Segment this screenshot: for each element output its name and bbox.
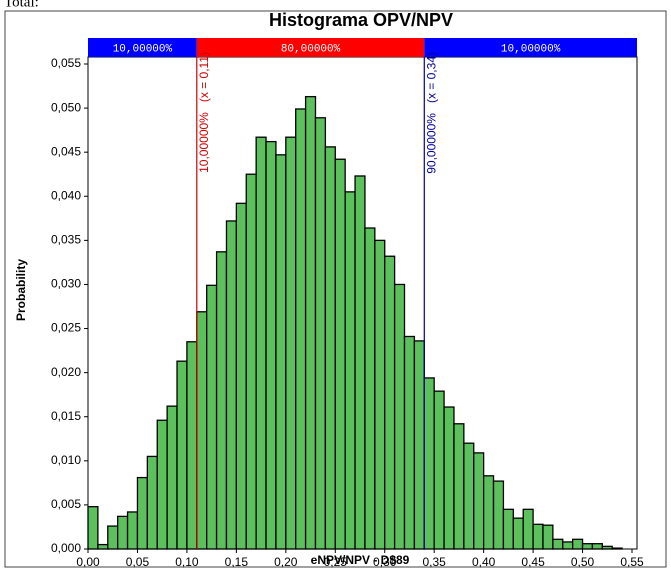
bar: [384, 255, 396, 550]
y-tick-label: 0,050: [51, 100, 81, 114]
bar: [215, 251, 228, 550]
x-tick-label: 0,20: [274, 555, 298, 568]
bar: [374, 239, 386, 550]
x-tick-label: 0,45: [521, 555, 545, 568]
band: [88, 38, 197, 57]
bar: [364, 227, 376, 550]
x-tick-label: 0,40: [472, 555, 496, 568]
bar: [393, 283, 406, 550]
bar: [463, 442, 475, 550]
y-tick-label: 0,020: [51, 365, 81, 379]
x-tick-label: 0,35: [423, 555, 447, 568]
x-tick-label: 0,10: [175, 555, 199, 568]
bar: [552, 538, 564, 550]
bar: [581, 543, 594, 550]
x-tick-label: 0,30: [373, 555, 397, 568]
y-tick-label: 0,025: [51, 321, 81, 335]
bar: [146, 455, 158, 550]
bar: [176, 360, 188, 550]
bar: [572, 538, 584, 550]
x-tick-label: 0,25: [324, 555, 348, 568]
bar: [522, 508, 534, 550]
header: Total:: [4, 0, 39, 10]
bar: [107, 525, 119, 550]
x-tick-label: 0,05: [126, 555, 150, 568]
bar: [453, 423, 465, 550]
marker-pct: 10,00000%: [197, 112, 211, 173]
bar: [126, 511, 139, 550]
bar: [413, 340, 425, 550]
bar: [255, 136, 267, 550]
bar: [117, 515, 129, 550]
bar: [186, 341, 198, 550]
bar: [542, 524, 554, 550]
bar: [156, 419, 168, 550]
bar: [225, 220, 238, 550]
bar: [304, 95, 317, 550]
bar: [502, 508, 514, 550]
bar: [562, 541, 574, 550]
bar: [87, 506, 99, 550]
bar: [285, 136, 297, 550]
band: [424, 38, 637, 57]
y-tick-label: 0,000: [51, 541, 81, 555]
bar: [235, 202, 247, 550]
bar: [97, 543, 109, 550]
chart-title: Histograma OPV/NPV: [269, 10, 453, 30]
y-tick-label: 0,045: [51, 144, 81, 158]
bar: [245, 173, 257, 550]
frame: [4, 10, 667, 568]
y-tick-label: 0,055: [51, 56, 81, 70]
bar: [275, 154, 287, 550]
bar: [423, 377, 435, 550]
x-tick-label: 0,50: [571, 555, 595, 568]
x-tick-label: 0,00: [76, 555, 100, 568]
bar: [611, 547, 623, 550]
bar: [601, 545, 613, 550]
bar: [166, 405, 178, 550]
x-axis-label: eNPV/NPV - D$89: [311, 553, 410, 567]
y-tick-label: 0,005: [51, 497, 81, 511]
bar: [492, 480, 505, 550]
bar: [512, 517, 524, 550]
x-tick-label: 0,55: [620, 555, 644, 568]
marker-label: 10,00000% (x = 0,11): [197, 52, 211, 173]
band-label: 10,00000%: [501, 43, 561, 55]
bar: [473, 452, 485, 550]
marker-pct: 90,00000%: [424, 113, 438, 174]
band-label: 80,00000%: [281, 43, 341, 55]
bar: [265, 140, 277, 550]
marker-x: (x = 0,11): [197, 52, 211, 102]
bar: [532, 523, 544, 550]
bar: [334, 158, 346, 550]
band: [196, 38, 425, 57]
marker-label: 90,00000% (x = 0,34): [424, 52, 438, 174]
y-tick-label: 0,040: [51, 188, 81, 202]
bar: [482, 475, 495, 550]
band-label: 10,00000%: [113, 43, 173, 55]
bar: [324, 146, 336, 550]
x-tick-label: 0,15: [225, 555, 249, 568]
bar: [295, 108, 307, 550]
marker-x: (x = 0,34): [424, 52, 438, 103]
y-tick-label: 0,015: [51, 409, 81, 423]
bar: [354, 175, 366, 550]
bar: [403, 335, 416, 550]
bar: [433, 390, 445, 550]
bar: [591, 543, 603, 550]
bar: [206, 284, 218, 550]
bar: [344, 191, 356, 550]
bar: [196, 311, 208, 550]
bar: [314, 117, 327, 550]
y-axis-label: Probability: [14, 259, 28, 321]
bar: [136, 476, 148, 550]
bar: [443, 406, 455, 550]
y-tick-label: 0,010: [51, 453, 81, 467]
y-tick-label: 0,035: [51, 233, 81, 247]
y-tick-label: 0,030: [51, 277, 81, 291]
